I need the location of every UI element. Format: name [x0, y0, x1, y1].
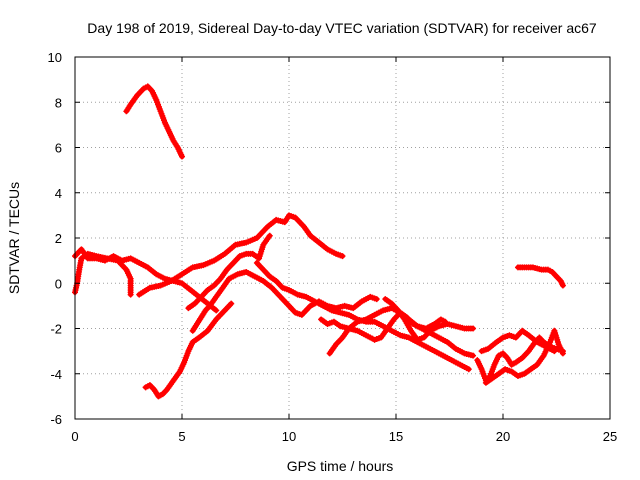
x-tick-label: 20	[496, 429, 510, 444]
series-arc-1	[123, 83, 185, 160]
y-axis-label: SDTVAR / TECUs	[6, 182, 22, 294]
series-arc-13	[482, 327, 566, 386]
y-tick-label: 4	[55, 186, 62, 201]
y-tick-label: 8	[55, 95, 62, 110]
data-point	[551, 348, 558, 355]
series-arc-4	[72, 250, 134, 298]
series-arc-8	[253, 259, 472, 373]
y-tick-label: -4	[50, 367, 62, 382]
data-point	[559, 282, 566, 289]
data-point	[266, 232, 273, 239]
data-point	[470, 325, 477, 332]
x-tick-label: 0	[71, 429, 78, 444]
data-point	[339, 253, 346, 260]
y-tick-label: 0	[55, 276, 62, 291]
series-arc-14	[478, 327, 558, 355]
data-point	[373, 296, 380, 303]
x-tick-label: 5	[178, 429, 185, 444]
y-tick-label: 6	[55, 141, 62, 156]
data-point	[127, 291, 134, 298]
y-tick-label: -6	[50, 412, 62, 427]
data-point	[228, 300, 235, 307]
y-tick-label: 2	[55, 231, 62, 246]
data-point	[465, 366, 472, 373]
x-tick-label: 10	[282, 429, 296, 444]
x-tick-label: 25	[603, 429, 617, 444]
grid	[75, 57, 610, 419]
series-arc-5	[136, 212, 346, 298]
axis-ticks: 0 5 10 15 20 25 -6 -4 -2 0 2 4 6 8 10	[48, 50, 618, 444]
y-tick-label: 10	[48, 50, 62, 65]
series-arc-15	[514, 264, 566, 289]
data-point	[470, 352, 477, 359]
data-point	[559, 350, 566, 357]
y-tick-label: -2	[50, 322, 62, 337]
data-point	[213, 307, 220, 314]
series-arc-11	[382, 296, 477, 343]
chart-title: Day 198 of 2019, Sidereal Day-to-day VTE…	[87, 20, 597, 36]
x-axis-label: GPS time / hours	[287, 458, 394, 474]
data-marks	[72, 83, 566, 400]
data-point	[179, 153, 185, 160]
series-arc-6	[185, 232, 273, 312]
x-tick-label: 15	[389, 429, 403, 444]
series-arc-2	[142, 300, 235, 400]
